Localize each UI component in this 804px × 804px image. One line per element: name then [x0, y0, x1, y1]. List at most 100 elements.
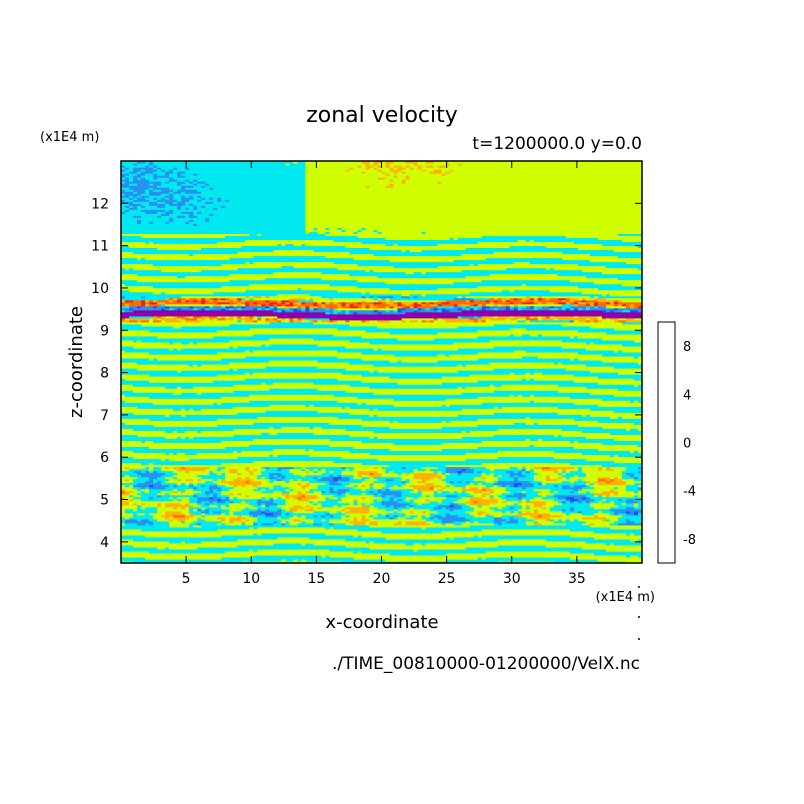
heatmap-cell	[553, 554, 559, 558]
heatmap-cell	[453, 508, 459, 512]
heatmap-cell	[157, 514, 162, 518]
heatmap-cell	[265, 550, 270, 554]
heatmap-cell	[381, 514, 387, 518]
heatmap-cell	[409, 558, 415, 562]
heatmap-cell	[193, 544, 198, 548]
heatmap-cell	[505, 506, 511, 510]
heatmap-cell	[273, 544, 278, 548]
heatmap-cell	[137, 530, 142, 534]
heatmap-cell	[193, 552, 198, 556]
heatmap-cell	[501, 524, 507, 528]
heatmap-cell	[249, 530, 254, 534]
heatmap-cell	[125, 506, 130, 510]
heatmap-cell	[129, 552, 134, 556]
heatmap-cell	[149, 506, 154, 510]
heatmap-cell	[225, 520, 230, 524]
heatmap-cell	[185, 544, 190, 548]
heatmap-cell	[481, 522, 487, 526]
heatmap-cell	[369, 558, 375, 562]
heatmap-cell	[273, 530, 278, 534]
heatmap-cell	[225, 522, 230, 526]
heatmap-cell	[181, 518, 186, 522]
heatmap-cell	[137, 524, 142, 528]
heatmap-cell	[617, 534, 623, 538]
heatmap-cell	[505, 548, 511, 552]
heatmap-cell	[577, 532, 583, 536]
heatmap-cell	[617, 516, 623, 520]
heatmap-cell	[257, 540, 262, 544]
heatmap-cell	[341, 534, 347, 538]
heatmap-cell	[501, 542, 507, 546]
heatmap-cell	[121, 536, 126, 540]
heatmap-cell	[317, 512, 322, 516]
heatmap-cell	[497, 550, 503, 554]
heatmap-cell	[561, 542, 567, 546]
heatmap-cell	[517, 552, 523, 556]
heatmap-cell	[621, 542, 627, 546]
heatmap-cell	[613, 516, 619, 520]
heatmap-cell	[181, 546, 186, 550]
heatmap-cell	[397, 540, 403, 544]
heatmap-cell	[269, 546, 274, 550]
heatmap-cell	[237, 524, 242, 528]
heatmap-cell	[441, 542, 447, 546]
heatmap-cell	[565, 542, 571, 546]
heatmap-cell	[481, 504, 487, 508]
heatmap-cell	[209, 556, 214, 560]
heatmap-cell	[125, 526, 130, 530]
heatmap-cell	[573, 518, 579, 522]
heatmap-cell	[541, 536, 547, 540]
heatmap-cell	[561, 560, 567, 563]
heatmap-cell	[409, 536, 415, 540]
heatmap-cell	[621, 544, 627, 548]
heatmap-cell	[461, 538, 467, 542]
heatmap-cell	[289, 502, 294, 506]
heatmap-cell	[605, 504, 611, 508]
heatmap-cell	[617, 522, 623, 526]
heatmap-cell	[189, 550, 194, 554]
heatmap-cell	[457, 530, 463, 534]
heatmap-cell	[397, 536, 403, 540]
heatmap-cell	[333, 534, 339, 538]
heatmap-cell	[453, 514, 459, 518]
heatmap-cell	[333, 538, 339, 542]
heatmap-cell	[169, 544, 174, 548]
heatmap-cell	[553, 520, 559, 524]
heatmap-cell	[453, 534, 459, 538]
heatmap-cell	[261, 538, 266, 542]
heatmap-cell	[213, 544, 218, 548]
heatmap-cell	[265, 560, 270, 563]
heatmap-cell	[305, 516, 310, 520]
heatmap-cell	[433, 516, 439, 520]
heatmap-cell	[321, 504, 326, 508]
heatmap-cell	[609, 512, 615, 516]
heatmap-cell	[373, 556, 379, 560]
heatmap-cell	[237, 522, 242, 526]
heatmap-cell	[529, 550, 535, 554]
heatmap-cell	[617, 550, 623, 554]
heatmap-cell	[605, 552, 611, 556]
heatmap-cell	[517, 510, 523, 514]
heatmap-cell	[121, 532, 126, 536]
heatmap-cell	[397, 560, 403, 563]
heatmap-cell	[169, 506, 174, 510]
heatmap-cell	[605, 512, 611, 516]
heatmap-cell	[417, 538, 423, 542]
heatmap-cell	[341, 518, 347, 522]
heatmap-cell	[289, 526, 294, 530]
heatmap-cell	[125, 548, 130, 552]
heatmap-cell	[557, 532, 563, 536]
heatmap-cell	[357, 560, 363, 563]
heatmap-cell	[561, 556, 567, 560]
heatmap-cell	[145, 538, 150, 542]
heatmap-cell	[253, 518, 258, 522]
heatmap-cell	[389, 532, 395, 536]
heatmap-cell	[593, 550, 599, 554]
heatmap-cell	[581, 506, 587, 510]
heatmap-cell	[425, 506, 431, 510]
heatmap-cell	[357, 506, 363, 510]
heatmap-cell	[237, 558, 242, 562]
heatmap-cell	[245, 536, 250, 540]
heatmap-cell	[633, 522, 639, 526]
heatmap-cell	[289, 532, 294, 536]
